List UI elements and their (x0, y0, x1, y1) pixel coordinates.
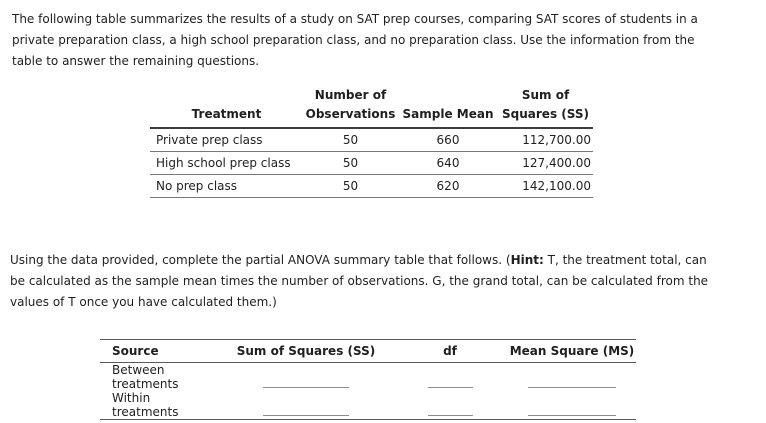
instructions-text-continued: T, the treatment total, can be calculate… (10, 253, 709, 309)
table-row-high-school-prep: High school prep class 50 640 127,400.00 (150, 152, 593, 175)
sample-mean-cell: 640 (436, 156, 460, 170)
table-row-within-treatments: Within treatments (100, 391, 636, 420)
ss-header-line2: Squares (SS) (502, 107, 589, 121)
source-column-header: Source (112, 344, 159, 358)
answer-blank-within-ss (263, 415, 349, 416)
treatment-column-header: Treatment (150, 86, 303, 128)
table-row-between-treatments: Between treatments (100, 363, 636, 392)
treatment-cell: High school prep class (156, 156, 291, 170)
source-cell: Between treatments (112, 363, 179, 391)
table-row-no-prep: No prep class 50 620 142,100.00 (150, 175, 593, 198)
observations-cell: 50 (342, 133, 359, 147)
answer-blank-between-ss (263, 387, 349, 388)
table-row-private-prep: Private prep class 50 660 112,700.00 (150, 128, 593, 152)
observations-header-line1: Number of (314, 88, 387, 102)
sum-of-squares-cell: 112,700.00 (522, 133, 591, 147)
observations-cell: 50 (342, 156, 359, 170)
intro-paragraph: The following table summarizes the resul… (12, 12, 698, 68)
observations-column-header: Number of Observations (303, 86, 398, 128)
answer-blank-between-ms (528, 387, 616, 388)
within-ss-cell (220, 391, 392, 420)
instructions-paragraph: Using the data provided, complete the pa… (10, 250, 766, 313)
answer-blank-between-df (427, 387, 473, 388)
sum-of-squares-cell: 142,100.00 (522, 179, 591, 193)
anova-table-header-row: Source Sum of Squares (SS) df Mean Squar… (100, 340, 636, 363)
between-ss-cell (220, 363, 392, 392)
prep-table-header-row: Treatment Number of Observations Sample … (150, 86, 593, 128)
between-df-cell (392, 363, 508, 392)
within-df-cell (392, 391, 508, 420)
treatment-cell: No prep class (156, 179, 238, 193)
answer-blank-within-ms (528, 415, 616, 416)
hint-label: Hint: (510, 253, 544, 267)
sample-mean-cell: 660 (436, 133, 460, 147)
within-ms-cell (508, 391, 636, 420)
sat-prep-results-table: Treatment Number of Observations Sample … (150, 86, 593, 198)
treatment-header-label: Treatment (191, 107, 262, 121)
df-column-header: df (443, 344, 457, 358)
treatment-cell: Private prep class (156, 133, 263, 147)
sum-of-squares-cell: 127,400.00 (522, 156, 591, 170)
anova-summary-table: Source Sum of Squares (SS) df Mean Squar… (100, 339, 636, 420)
sample-mean-cell: 620 (436, 179, 460, 193)
mean-square-column-header: Mean Square (MS) (509, 344, 635, 358)
observations-cell: 50 (342, 179, 359, 193)
instructions-text: Using the data provided, complete the pa… (10, 253, 511, 267)
source-cell: Within treatments (112, 391, 179, 419)
sum-of-squares-column-header: Sum of Squares (SS) (236, 344, 376, 358)
sample-mean-header-label: Sample Mean (402, 107, 494, 121)
ss-header-line1: Sum of (521, 88, 570, 102)
answer-blank-within-df (427, 415, 473, 416)
observations-header-line2: Observations (305, 107, 396, 121)
sum-of-squares-column-header: Sum of Squares (SS) (498, 86, 593, 128)
sample-mean-column-header: Sample Mean (398, 86, 498, 128)
between-ms-cell (508, 363, 636, 392)
